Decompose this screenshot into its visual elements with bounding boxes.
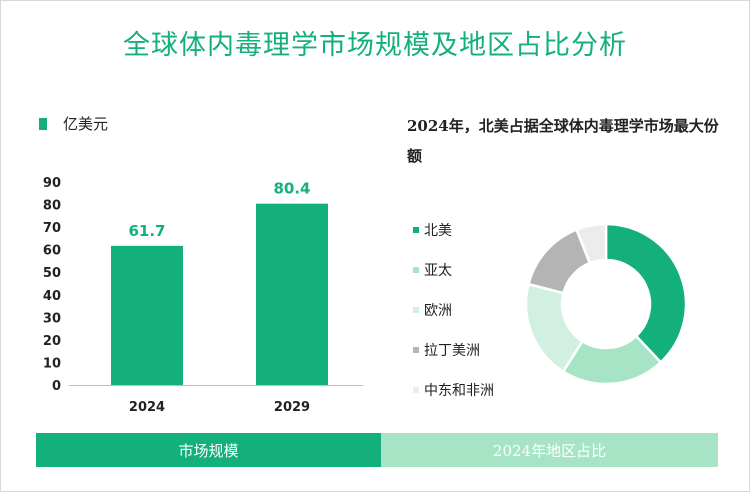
y-tick-label: 70: [43, 221, 61, 236]
page-title: 全球体内毒理学市场规模及地区占比分析: [123, 30, 627, 61]
y-tick-label: 80: [43, 199, 61, 214]
donut-slice-0: [604, 222, 688, 365]
x-tick-label: 2029: [274, 400, 310, 415]
bar-chart: 0 10 20 30 40 50 60 70 80 90 61.7 2024 80.4 2029: [43, 176, 363, 415]
pie-legend-item: 拉丁美洲: [413, 330, 494, 370]
y-tick-label: 60: [43, 244, 61, 259]
y-tick-label: 90: [43, 176, 61, 191]
legend-label: 中东和非洲: [424, 383, 494, 399]
y-tick-label: 20: [43, 334, 61, 349]
y-tick-label: 40: [43, 289, 61, 304]
bar-legend: 亿美元: [39, 113, 108, 134]
footer-region-share: 2024年地区占比: [381, 433, 718, 467]
pie-legend-item: 北美: [413, 210, 494, 250]
legend-swatch: [413, 267, 419, 273]
bar-data-label: 80.4: [273, 180, 310, 198]
bar-legend-label: 亿美元: [63, 115, 109, 133]
legend-swatch: [413, 387, 419, 393]
y-tick-label: 10: [43, 356, 61, 371]
pie-legend-item: 欧洲: [413, 290, 494, 330]
legend-label: 拉丁美洲: [424, 343, 480, 359]
legend-swatch: [413, 347, 419, 353]
footer-market-size: 市场规模: [36, 433, 381, 467]
pie-legend: 北美亚太欧洲拉丁美洲中东和非洲: [413, 210, 494, 410]
bar-legend-swatch: [39, 117, 47, 130]
legend-label: 北美: [424, 223, 452, 239]
bar-2024: [111, 245, 183, 385]
legend-label: 欧洲: [424, 303, 452, 319]
y-tick-label: 30: [43, 311, 61, 326]
legend-swatch: [413, 307, 419, 313]
pie-legend-item: 亚太: [413, 250, 494, 290]
bar-data-label: 61.7: [128, 222, 165, 240]
bar-2029: [256, 203, 328, 385]
pie-heading: 2024年，北美占据全球体内毒理学市场最大份额: [407, 117, 719, 165]
donut-slice-4: [574, 222, 608, 265]
legend-label: 亚太: [424, 263, 452, 279]
donut-chart: [524, 222, 688, 386]
legend-swatch: [413, 227, 419, 233]
y-tick-label: 0: [52, 379, 61, 394]
x-tick-label: 2024: [129, 400, 165, 415]
pie-legend-item: 中东和非洲: [413, 370, 494, 410]
y-tick-label: 50: [43, 266, 61, 281]
